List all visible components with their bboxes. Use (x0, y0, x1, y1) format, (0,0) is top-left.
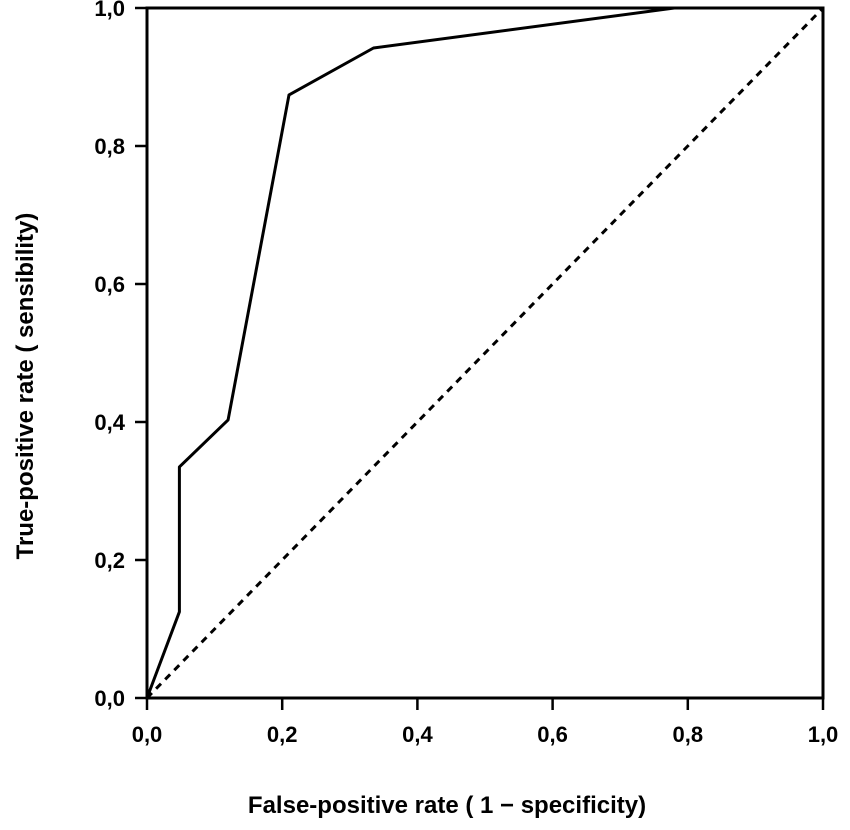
x-tick-label: 0,2 (267, 722, 298, 747)
series-layer (145, 6, 825, 700)
y-tick-label: 0,2 (94, 548, 125, 573)
x-tick-label: 1,0 (808, 722, 839, 747)
x-tick-label: 0,0 (132, 722, 163, 747)
reference-diagonal-line (145, 6, 825, 700)
x-tick-label: 0,6 (537, 722, 568, 747)
y-tick-label: 0,0 (94, 686, 125, 711)
y-tick-label: 1,0 (94, 0, 125, 21)
y-axis-title: True-positive rate ( sensibility) (12, 213, 39, 560)
y-tick-label: 0,8 (94, 134, 125, 159)
x-tick-label: 0,4 (402, 722, 433, 747)
plot-frame (145, 6, 825, 700)
x-tick-label: 0,8 (673, 722, 704, 747)
x-axis: 0,0 0,2 0,4 0,6 0,8 1,0 (132, 698, 839, 747)
roc-curve-line (145, 6, 823, 699)
y-tick-label: 0,4 (94, 410, 125, 435)
y-tick-label: 0,6 (94, 272, 125, 297)
y-axis: 0,0 0,2 0,4 0,6 0,8 1,0 (94, 0, 147, 711)
x-axis-title: False-positive rate ( 1 − specificity) (248, 792, 646, 819)
